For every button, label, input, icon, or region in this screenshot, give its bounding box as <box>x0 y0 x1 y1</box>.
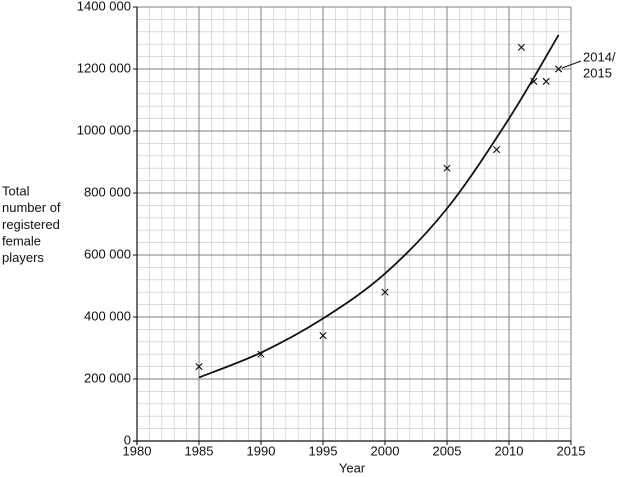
data-point <box>493 146 501 154</box>
y-axis-label: female <box>2 234 41 249</box>
trend-curve <box>198 34 560 379</box>
annotation: 2015 <box>583 65 612 80</box>
data-point <box>381 288 389 296</box>
x-tick-label: 2005 <box>433 443 462 458</box>
annotation: 2014/ <box>583 49 616 64</box>
x-tick-label: 1985 <box>185 443 214 458</box>
data-point <box>319 332 327 340</box>
x-tick-label: 2000 <box>371 443 400 458</box>
x-axis-label: Year <box>339 460 366 475</box>
y-tick-label: 1000 000 <box>77 122 131 137</box>
data-point <box>443 164 451 172</box>
annotation-arrow <box>561 60 582 69</box>
data-point <box>517 43 525 51</box>
y-tick-label: 800 000 <box>84 184 131 199</box>
data-point <box>257 350 265 358</box>
x-tick-label: 1990 <box>247 443 276 458</box>
x-tick-label: 2010 <box>495 443 524 458</box>
y-tick-label: 1200 000 <box>77 60 131 75</box>
x-tick-label: 1995 <box>309 443 338 458</box>
y-axis-label: players <box>2 250 44 265</box>
grid <box>136 6 572 442</box>
y-tick-label: 600 000 <box>84 246 131 261</box>
x-tick-label: 1980 <box>123 443 152 458</box>
y-tick-label: 400 000 <box>84 308 131 323</box>
y-axis-label: number of <box>2 200 61 215</box>
y-tick-label: 200 000 <box>84 370 131 385</box>
y-tick-label: 0 <box>124 432 131 447</box>
data-point <box>195 363 203 371</box>
y-axis-label: Total <box>2 183 30 198</box>
data-point <box>555 65 563 73</box>
y-tick-label: 1400 000 <box>77 0 131 13</box>
y-axis-label: registered <box>2 217 60 232</box>
data-point <box>542 77 550 85</box>
data-point <box>530 77 538 85</box>
x-tick-label: 2015 <box>557 443 586 458</box>
